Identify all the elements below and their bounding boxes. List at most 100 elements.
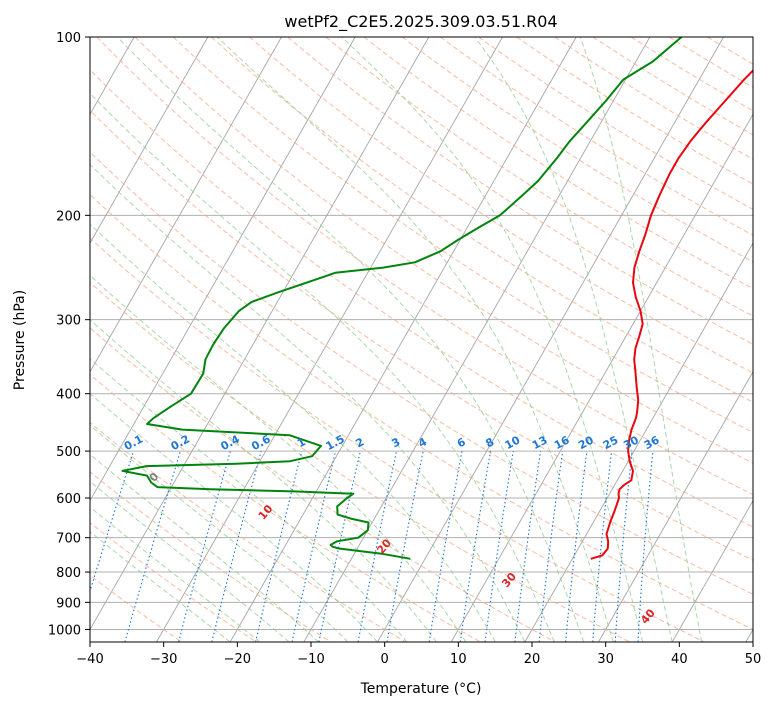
mixing-ratio-line-4 — [255, 450, 303, 642]
profile-series — [121, 37, 753, 560]
isotherm-8 — [90, 37, 282, 373]
mixing-ratio-line-5 — [291, 450, 337, 642]
x-tick-label-3: −10 — [297, 652, 324, 667]
y-tick-label-7: 800 — [56, 566, 81, 581]
x-tick-label-4: 0 — [381, 652, 389, 667]
isotherm-13 — [303, 37, 651, 642]
mixing-ratio-line-13 — [538, 451, 564, 642]
x-tick-label-7: 30 — [597, 652, 614, 667]
isotherm-9 — [90, 37, 356, 502]
temperature-profile-line — [590, 69, 753, 560]
y-tick-label-6: 700 — [56, 532, 81, 547]
dry-adiabat-14 — [172, 37, 753, 433]
moist-adiabat-6 — [90, 358, 408, 642]
dry-adiabat-23 — [516, 37, 753, 185]
y-tick-label-3: 400 — [56, 388, 81, 403]
moist-adiabat-5 — [90, 393, 378, 642]
mixing-ratio-label-16: 30 — [621, 433, 641, 452]
x-tick-label-9: 50 — [745, 652, 762, 667]
mixing-ratio-label-15: 25 — [601, 433, 621, 452]
mixing-ratio-line-2 — [178, 450, 231, 642]
dry-adiabats — [90, 37, 753, 642]
moist-adiabat-9 — [90, 223, 496, 642]
y-tick-label-2: 300 — [56, 314, 81, 329]
dry-adiabat-5 — [90, 327, 556, 642]
mixing-ratio-line-14 — [565, 451, 588, 642]
mixing-ratio-line-12 — [514, 451, 542, 642]
dry-adiabat-9 — [90, 151, 753, 595]
dry-adiabat-10 — [90, 109, 753, 561]
plot-frame — [89, 36, 754, 643]
moist-adiabat-8 — [90, 274, 467, 642]
isotherms — [90, 37, 753, 642]
dry-adiabat-8 — [90, 193, 753, 631]
y-tick-label-5: 600 — [56, 492, 81, 507]
dry-adiabat-15 — [211, 37, 753, 403]
moist-adiabat-0 — [90, 531, 231, 642]
dry-adiabat-7 — [90, 237, 705, 642]
mixing-ratio-line-3 — [211, 450, 262, 642]
dry-adiabat-21 — [440, 37, 753, 236]
mixing-ratio-lines — [90, 450, 654, 642]
y-tick-label-0: 100 — [56, 31, 81, 46]
dry-adiabat-11 — [90, 69, 753, 528]
mixing-ratio-label-14: 20 — [576, 433, 596, 452]
mixing-ratio-label-17: 36 — [642, 433, 662, 452]
x-tick-label-2: −20 — [224, 652, 251, 667]
x-tick-label-8: 40 — [671, 652, 688, 667]
mixing-ratio-line-11 — [484, 451, 514, 642]
moist-adiabats — [90, 37, 703, 642]
moist-adiabat-3 — [90, 453, 319, 642]
mixing-ratio-label-13: 16 — [552, 433, 572, 452]
dry-adiabat-2 — [90, 471, 332, 642]
mixing-ratio-label-12: 13 — [530, 433, 550, 452]
isotherm-10 — [90, 37, 430, 631]
y-axis-label: Pressure (hPa) — [12, 290, 28, 390]
moist-adiabat-1 — [90, 506, 260, 642]
moist-adiabat-14 — [341, 37, 644, 642]
dry-adiabat-19 — [363, 37, 753, 290]
moist-adiabat-11 — [90, 92, 555, 642]
y-tick-label-4: 500 — [56, 445, 81, 460]
y-axis-ticks: 100 200 300 400 500 600 700 800 900 1000 — [48, 31, 90, 638]
y-tick-label-1: 200 — [56, 209, 81, 224]
isotherm-14 — [377, 37, 724, 642]
mixing-ratio-line-16 — [614, 451, 633, 642]
mixing-ratio-label-11: 10 — [503, 433, 523, 452]
dry-adiabat-4 — [90, 373, 481, 642]
dry-adiabat-12 — [96, 37, 753, 496]
moist-adiabat-2 — [90, 480, 290, 642]
chart-title: wetPf2_C2E5.2025.309.03.51.R04 — [284, 12, 557, 32]
x-axis-ticks: −40 −30 −20 −10 0 10 20 30 40 50 — [76, 642, 761, 667]
dry-adiabat-17 — [287, 37, 753, 345]
mixing-ratio-line-15 — [592, 451, 613, 642]
mixing-ratio-line-1 — [124, 450, 181, 642]
y-tick-label-8: 900 — [56, 596, 81, 611]
dry-adiabat-16 — [249, 37, 753, 374]
x-tick-label-6: 20 — [524, 652, 541, 667]
y-tick-label-9: 1000 — [48, 623, 81, 638]
x-tick-label-0: −40 — [76, 652, 103, 667]
mixing-ratio-line-10 — [459, 451, 492, 642]
plot-area: 0.10.20.40.611.52346810131620253036-100-… — [90, 37, 753, 642]
moist-adiabat-15 — [474, 37, 673, 642]
mixing-ratio-line-6 — [318, 450, 361, 642]
isotherm-11 — [156, 37, 503, 642]
x-axis-label: Temperature (°C) — [360, 681, 482, 697]
isotherm-7 — [90, 37, 209, 244]
isotherm-18 — [671, 499, 753, 642]
moist-adiabat-10 — [90, 163, 526, 642]
x-tick-label-5: 10 — [450, 652, 467, 667]
moist-adiabat-16 — [579, 37, 703, 642]
isotherm-12 — [229, 37, 577, 642]
dry-adiabat-18 — [325, 37, 753, 317]
dewpoint-profile-line — [121, 37, 683, 560]
x-tick-label-1: −30 — [150, 652, 177, 667]
isotherm-17 — [598, 370, 753, 642]
isotherm-16 — [524, 242, 753, 642]
isotherm-15 — [450, 113, 753, 642]
dry-adiabat-20 — [401, 37, 753, 263]
moist-adiabat-12 — [117, 37, 585, 642]
